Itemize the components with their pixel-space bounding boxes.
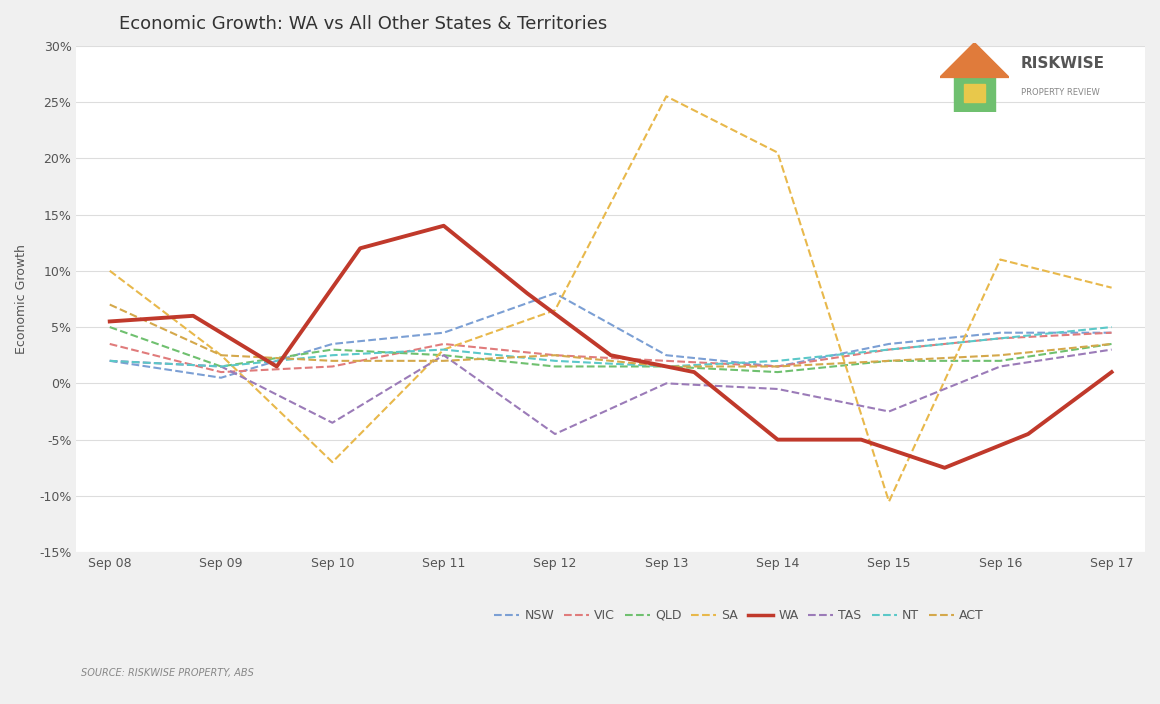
Polygon shape xyxy=(940,43,1009,77)
Text: PROPERTY REVIEW: PROPERTY REVIEW xyxy=(1021,88,1100,97)
Text: SOURCE: RISKWISE PROPERTY, ABS: SOURCE: RISKWISE PROPERTY, ABS xyxy=(81,668,254,678)
Y-axis label: Economic Growth: Economic Growth xyxy=(15,244,28,354)
Polygon shape xyxy=(964,84,985,102)
Polygon shape xyxy=(954,77,995,112)
Text: Economic Growth: WA vs All Other States & Territories: Economic Growth: WA vs All Other States … xyxy=(119,15,608,33)
Text: RISKWISE: RISKWISE xyxy=(1021,56,1104,71)
Legend: NSW, VIC, QLD, SA, WA, TAS, NT, ACT: NSW, VIC, QLD, SA, WA, TAS, NT, ACT xyxy=(490,604,988,627)
